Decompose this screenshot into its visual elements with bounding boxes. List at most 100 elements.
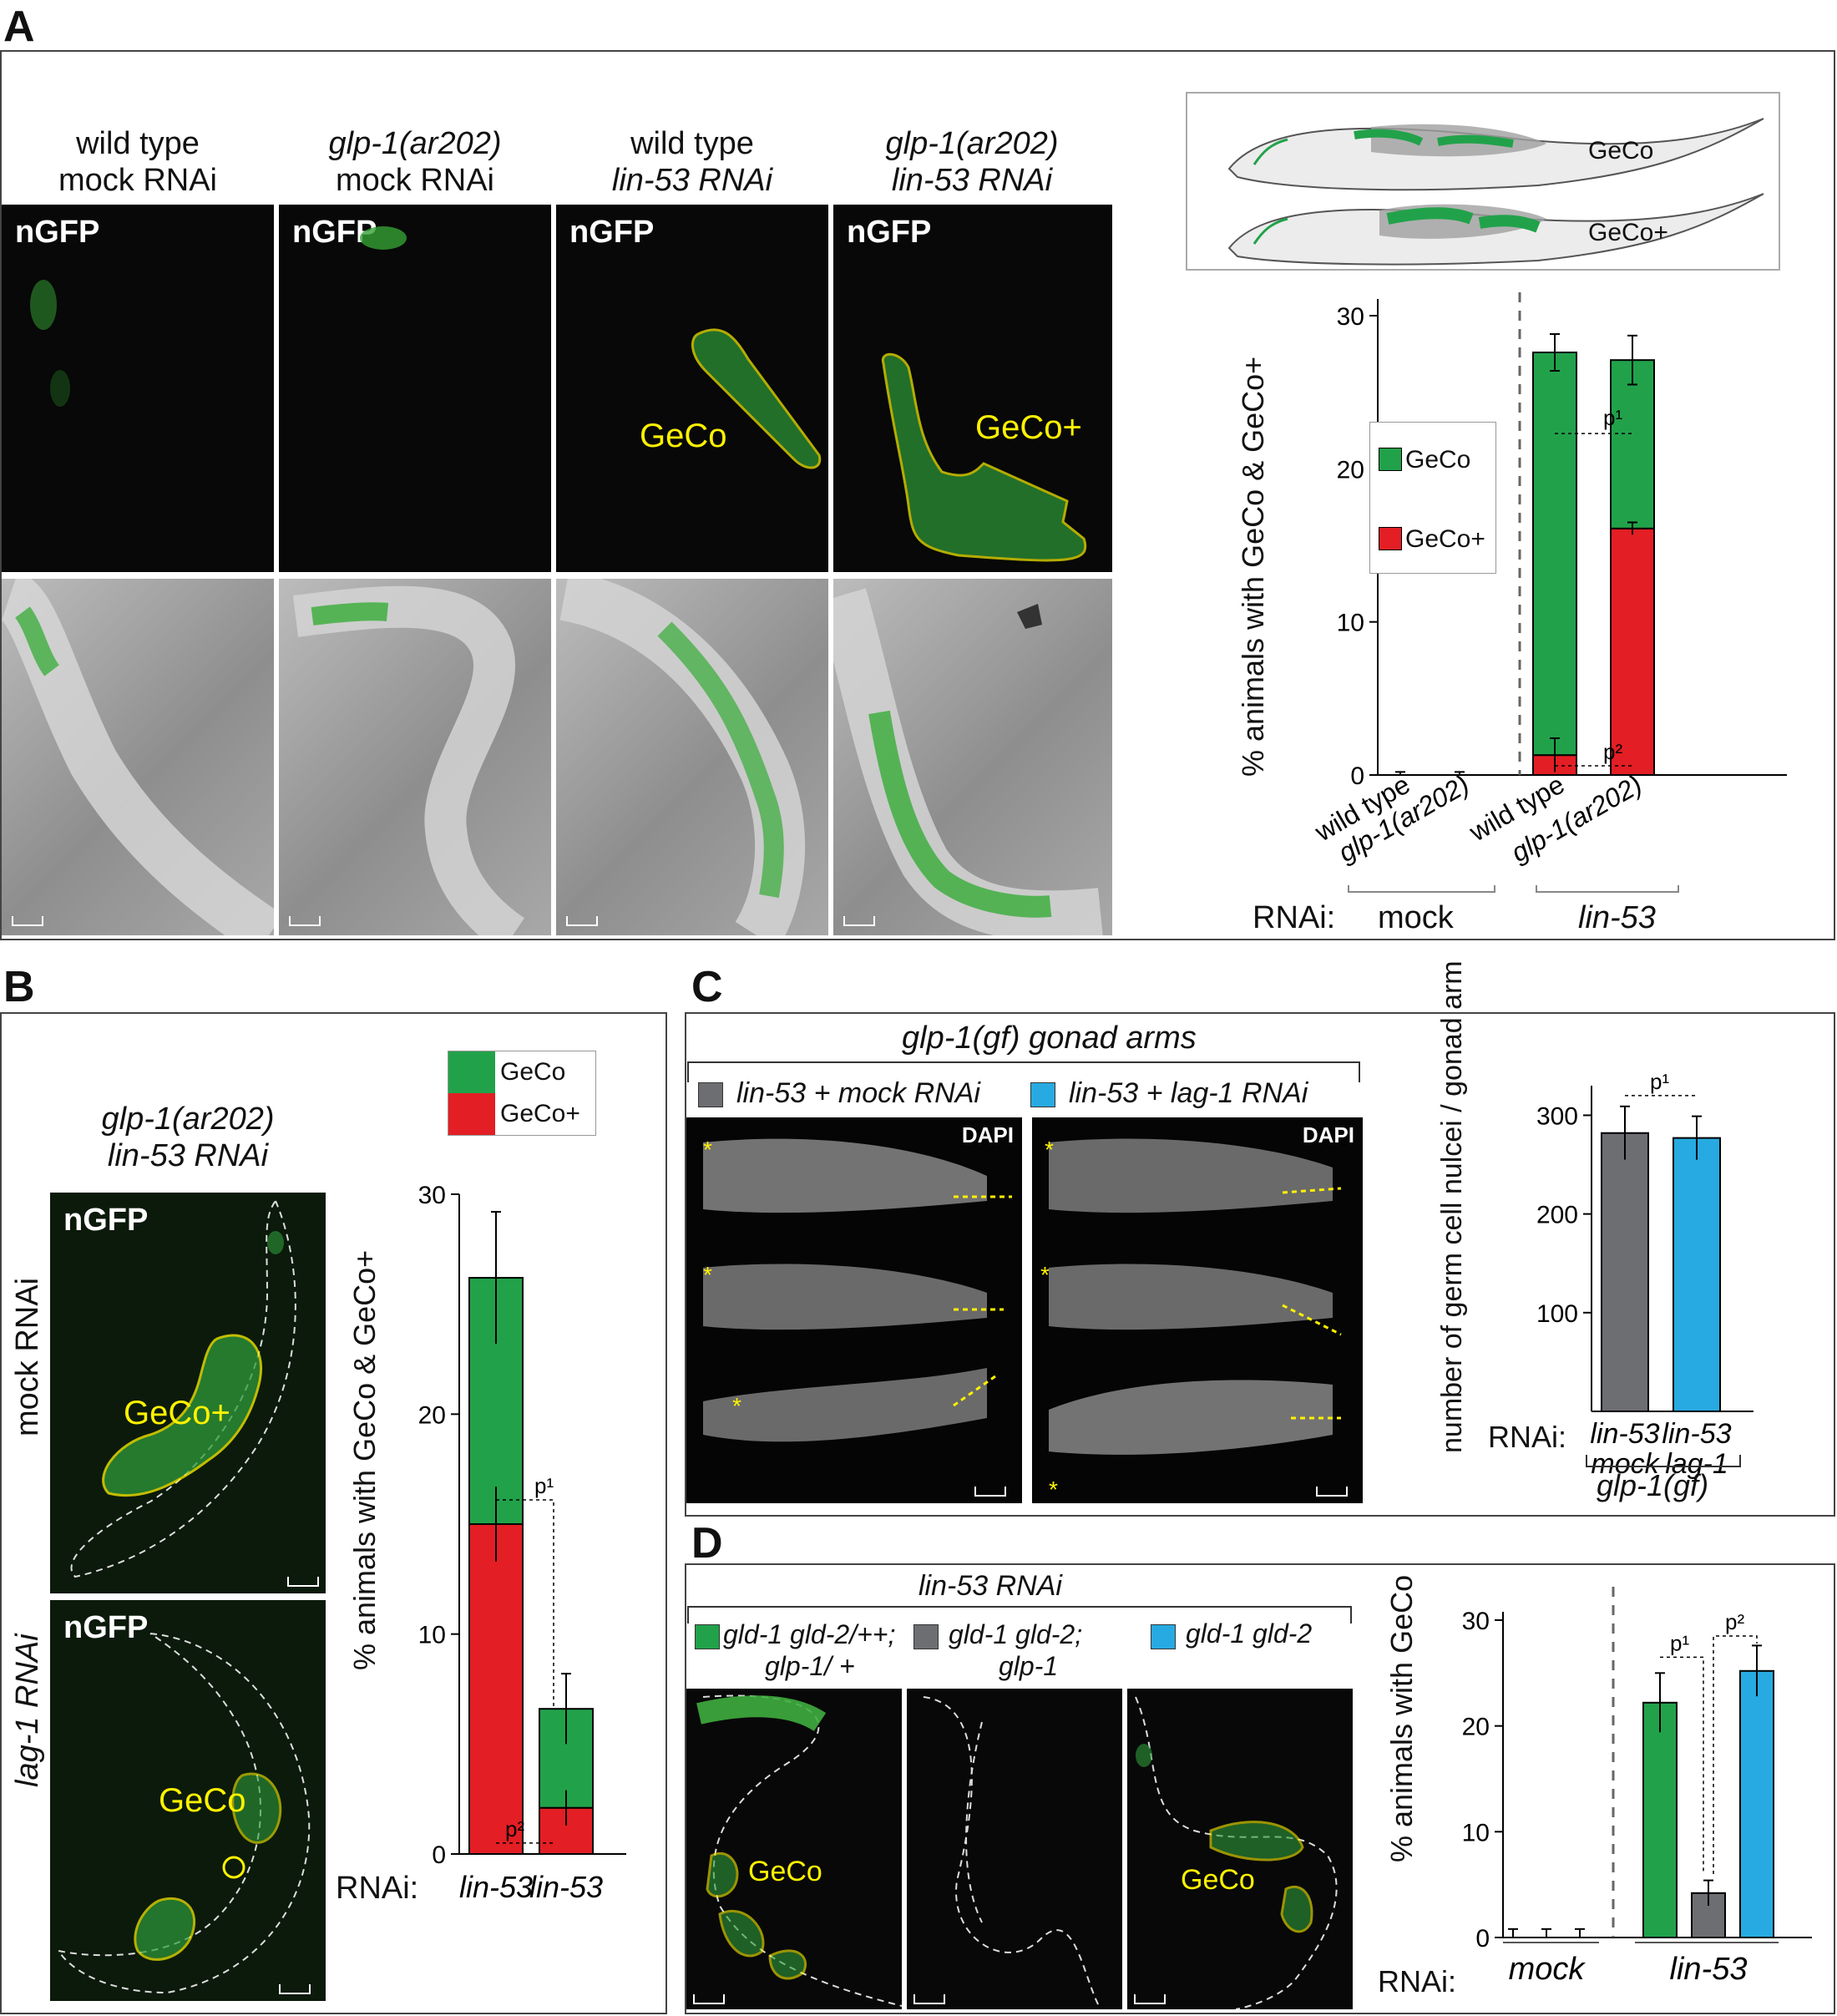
- b-legend: GeCo GeCo+: [448, 1051, 596, 1136]
- b-title: glp-1(ar202) lin-53 RNAi: [50, 1101, 326, 1174]
- a-col1-line1: wild type: [76, 126, 200, 161]
- d-legend-2-swatch: [913, 1624, 939, 1649]
- d-scale-bar: [693, 1994, 725, 2004]
- d-legend-1-swatch: [695, 1624, 720, 1649]
- panel-d-label: D: [691, 1519, 723, 1568]
- d-bar: [1739, 1669, 1774, 1939]
- c-dapi-lag1: DAPI * * *: [1032, 1117, 1363, 1503]
- b-scale-bar: [287, 1577, 319, 1587]
- a-p1-label: p¹: [1603, 405, 1622, 430]
- b-row-label-lag1: lag-1 RNAi: [10, 1634, 45, 1787]
- a-col4-header: glp-1(ar202) lin-53 RNAi: [832, 125, 1112, 199]
- a-dic-2-worm: [292, 585, 525, 935]
- a-legend-gecoplus-swatch: [1379, 527, 1402, 550]
- a-gecoplus-overlay-label: GeCo+: [975, 409, 1082, 446]
- b-title-line1: glp-1(ar202): [101, 1102, 275, 1137]
- b-y-tick-label: 20: [418, 1401, 446, 1429]
- c-x-tick-label-line2: lag-1: [1665, 1448, 1728, 1480]
- b-y-tick-label: 10: [418, 1622, 446, 1649]
- d-group-mock: mock: [1509, 1952, 1586, 1987]
- d-p1-line: [1660, 1656, 1704, 1874]
- a-legend: GeCo GeCo+: [1369, 422, 1496, 574]
- d-fluor-1: GeCo: [686, 1689, 902, 2009]
- b-title-line2: lin-53 RNAi: [50, 1137, 326, 1174]
- a-schematic-drawing: [1227, 118, 1764, 266]
- d-group-lin53: lin-53: [1670, 1952, 1748, 1987]
- a-scale-bar: [566, 916, 598, 926]
- a-schematic: GeCo GeCo+: [1186, 92, 1780, 271]
- d-p1-label: p¹: [1670, 1630, 1689, 1655]
- b-y-tick-label: 30: [418, 1182, 446, 1209]
- c-bar: [1601, 1132, 1649, 1413]
- d-geco-overlay-label-1: GeCo: [748, 1856, 822, 1887]
- c-genotype-label: glp-1(gf): [1597, 1468, 1709, 1502]
- c-legend-mock-label: lin-53 + mock RNAi: [736, 1077, 980, 1109]
- b-fluor-lag1: nGFP GeCo: [50, 1600, 326, 2001]
- c-rnai-label: RNAi:: [1488, 1420, 1567, 1454]
- a-y-tick-label: 10: [1337, 610, 1364, 637]
- a-col3-line2: lin-53 RNAi: [611, 163, 773, 198]
- a-dic-1: [2, 579, 274, 935]
- b-bar-gecoplus: [468, 1523, 524, 1855]
- a-col2-header: glp-1(ar202) mock RNAi: [277, 125, 553, 199]
- a-schematic-gecoplus-label: GeCo+: [1588, 219, 1668, 246]
- a-fluor-4: nGFP GeCo+: [833, 205, 1112, 572]
- b-fluor-lag1-drawing: [56, 1633, 311, 1994]
- a-fluor-1-signal: [30, 280, 70, 407]
- a-group-lin53: lin-53: [1578, 900, 1656, 935]
- c-title-bracket: [687, 1061, 1360, 1082]
- panel-b-label: B: [3, 963, 35, 1011]
- a-dic-4-worm: [833, 588, 1103, 935]
- a-dic-1-worm: [2, 579, 274, 935]
- d-title: lin-53 RNAi: [918, 1570, 1062, 1603]
- a-bar-gecoplus: [1610, 527, 1655, 776]
- a-scale-bar: [843, 916, 875, 926]
- a-fluor-3-signal: [691, 328, 822, 469]
- a-geco-overlay-label: GeCo: [640, 418, 727, 454]
- svg-text:*: *: [1040, 1262, 1050, 1288]
- b-scale-bar: [279, 1984, 311, 1994]
- a-dic-3-worm: [559, 579, 806, 935]
- a-fluor-2: nGFP: [279, 205, 551, 572]
- a-bar-geco: [1532, 352, 1577, 757]
- c-y-tick-label: 300: [1536, 1102, 1578, 1130]
- a-fluor-1: nGFP: [2, 205, 274, 572]
- a-legend-geco-swatch: [1379, 448, 1402, 471]
- svg-text:*: *: [703, 1137, 712, 1162]
- b-legend-geco-swatch: [448, 1051, 495, 1093]
- c-scale-bar: [1316, 1487, 1348, 1497]
- d-legend-2-line2: glp-1: [999, 1651, 1059, 1681]
- panel-c-label: C: [691, 963, 723, 1011]
- d-geco-overlay-label-3: GeCo: [1181, 1864, 1255, 1896]
- a-dic-2: [279, 579, 551, 935]
- panel-a-label: A: [3, 3, 35, 51]
- c-bar: [1673, 1137, 1721, 1413]
- a-fluor-4-signal: [881, 352, 1087, 562]
- svg-text:*: *: [1045, 1137, 1054, 1162]
- c-dapi-lag1-gonads: * * *: [1040, 1137, 1342, 1502]
- a-fluor-3: nGFP GeCo: [556, 205, 828, 572]
- d-title-text: lin-53 RNAi: [918, 1570, 1062, 1602]
- d-y-tick-label: 30: [1462, 1608, 1490, 1635]
- a-col2-line2: mock RNAi: [335, 163, 495, 198]
- a-legend-geco-label: GeCo: [1405, 446, 1471, 474]
- a-y-tick-label: 20: [1337, 456, 1364, 484]
- a-scale-bar: [289, 916, 321, 926]
- b-title-line2-text: lin-53 RNAi: [107, 1138, 269, 1173]
- b-p2-label: p²: [505, 1816, 524, 1841]
- b-legend-geco-label: GeCo: [500, 1058, 566, 1086]
- a-ngfp-label: nGFP: [569, 215, 655, 250]
- d-fluor-3: GeCo: [1127, 1689, 1353, 2009]
- d-y-tick-label: 0: [1475, 1925, 1490, 1953]
- c-legend-lag1-label: lin-53 + lag-1 RNAi: [1069, 1077, 1308, 1109]
- b-x-tick-label-line1: lin-53: [529, 1870, 603, 1904]
- c-y-tick-label: 100: [1536, 1300, 1578, 1328]
- a-ngfp-label: nGFP: [292, 215, 377, 250]
- c-dapi-mock: DAPI * * *: [686, 1117, 1022, 1503]
- b-fluor-mock: nGFP GeCo+: [50, 1193, 326, 1593]
- d-y-tick-label: 10: [1462, 1819, 1490, 1846]
- a-p2-label: p²: [1603, 739, 1622, 764]
- a-dic-3: [556, 579, 828, 935]
